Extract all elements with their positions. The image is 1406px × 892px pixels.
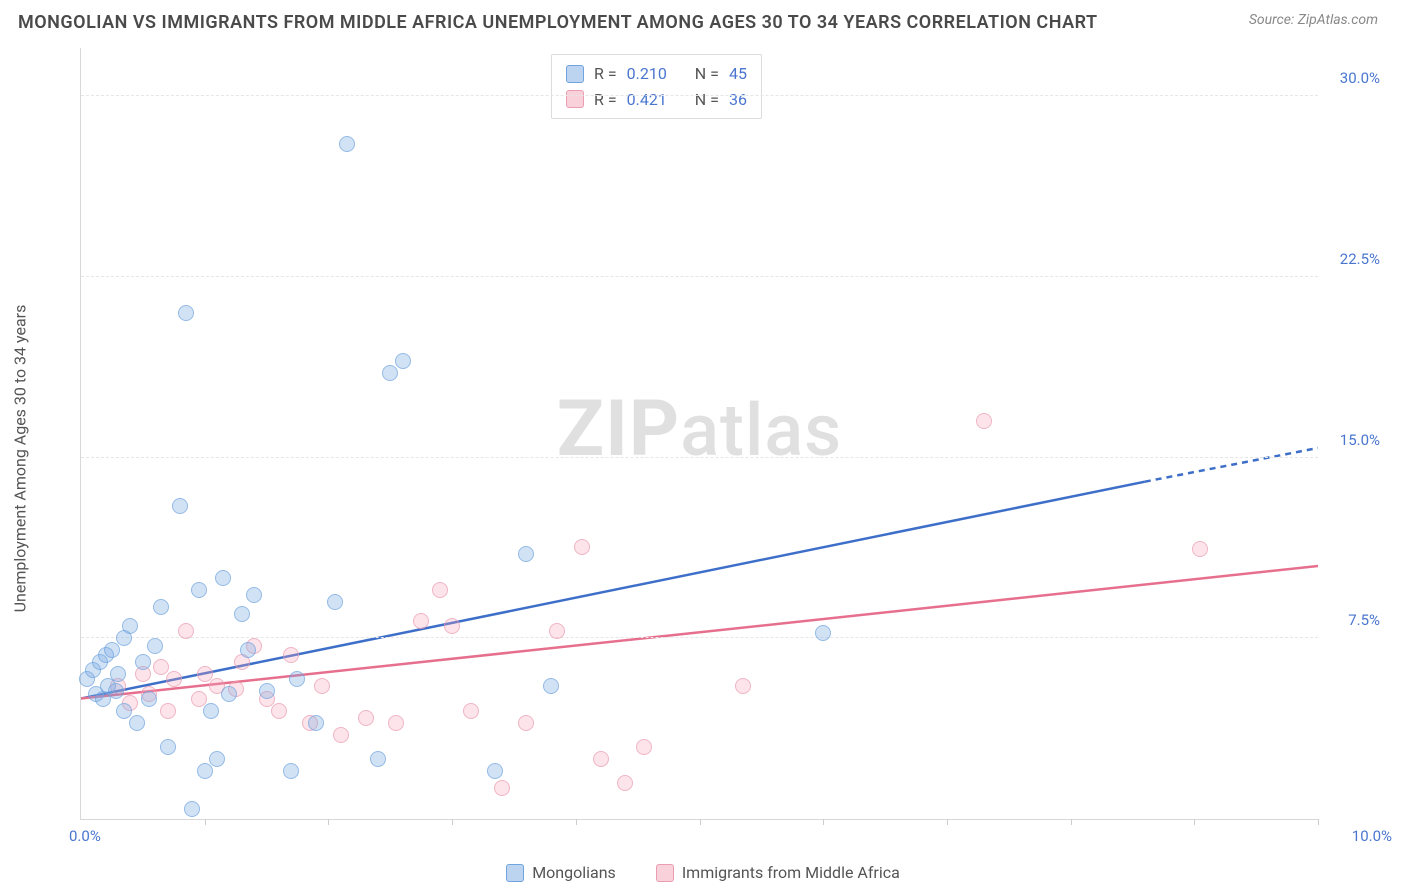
data-point bbox=[327, 594, 343, 610]
data-point bbox=[976, 413, 992, 429]
y-tick-label: 22.5% bbox=[1324, 250, 1380, 268]
data-point bbox=[122, 618, 138, 634]
data-point bbox=[215, 570, 231, 586]
data-point bbox=[197, 763, 213, 779]
data-point bbox=[395, 353, 411, 369]
data-point bbox=[135, 654, 151, 670]
chart-container: Unemployment Among Ages 30 to 34 years Z… bbox=[50, 48, 1388, 850]
data-point bbox=[574, 539, 590, 555]
x-tick-mark bbox=[1318, 819, 1319, 825]
data-point bbox=[518, 546, 534, 562]
data-point bbox=[463, 703, 479, 719]
data-point bbox=[191, 582, 207, 598]
data-point bbox=[518, 715, 534, 731]
data-point bbox=[314, 678, 330, 694]
plot-area: ZIPatlas R = 0.210 N = 45 R = 0.421 N = … bbox=[80, 48, 1318, 820]
data-point bbox=[735, 678, 751, 694]
data-point bbox=[370, 751, 386, 767]
x-tick-mark bbox=[328, 819, 329, 825]
gridline bbox=[81, 276, 1318, 277]
data-point bbox=[259, 683, 275, 699]
swatch-pink-icon bbox=[566, 90, 584, 108]
data-point bbox=[358, 710, 374, 726]
data-point bbox=[283, 763, 299, 779]
data-point bbox=[178, 623, 194, 639]
data-point bbox=[147, 638, 163, 654]
y-tick-label: 30.0% bbox=[1324, 69, 1380, 87]
data-point bbox=[129, 715, 145, 731]
data-point bbox=[160, 703, 176, 719]
data-point bbox=[388, 715, 404, 731]
data-point bbox=[432, 582, 448, 598]
data-point bbox=[636, 739, 652, 755]
x-tick-mark bbox=[823, 819, 824, 825]
legend-item-a: Mongolians bbox=[506, 863, 616, 882]
x-tick-mark bbox=[1194, 819, 1195, 825]
data-point bbox=[494, 780, 510, 796]
data-point bbox=[160, 739, 176, 755]
corr-row-b: R = 0.421 N = 36 bbox=[566, 87, 747, 113]
data-point bbox=[141, 691, 157, 707]
data-point bbox=[413, 613, 429, 629]
watermark: ZIPatlas bbox=[557, 383, 842, 474]
data-point bbox=[308, 715, 324, 731]
data-point bbox=[172, 498, 188, 514]
data-point bbox=[209, 751, 225, 767]
corr-row-a: R = 0.210 N = 45 bbox=[566, 61, 747, 87]
data-point bbox=[289, 671, 305, 687]
data-point bbox=[543, 678, 559, 694]
gridline bbox=[81, 95, 1318, 96]
x-tick-mark bbox=[947, 819, 948, 825]
data-point bbox=[110, 666, 126, 682]
data-point bbox=[593, 751, 609, 767]
data-point bbox=[153, 599, 169, 615]
data-point bbox=[333, 727, 349, 743]
footer-legend: Mongolians Immigrants from Middle Africa bbox=[0, 863, 1406, 882]
legend-label-a: Mongolians bbox=[532, 863, 616, 882]
data-point bbox=[184, 801, 200, 817]
x-tick-mark bbox=[1071, 819, 1072, 825]
data-point bbox=[444, 618, 460, 634]
y-axis-label: Unemployment Among Ages 30 to 34 years bbox=[11, 305, 30, 613]
x-end-label: 10.0% bbox=[1352, 827, 1392, 845]
data-point bbox=[234, 606, 250, 622]
x-tick-mark bbox=[576, 819, 577, 825]
data-point bbox=[203, 703, 219, 719]
swatch-pink-icon bbox=[656, 864, 674, 882]
x-tick-mark bbox=[452, 819, 453, 825]
data-point bbox=[1192, 541, 1208, 557]
source-label: Source: ZipAtlas.com bbox=[1249, 12, 1378, 28]
data-point bbox=[166, 671, 182, 687]
swatch-blue-icon bbox=[566, 65, 584, 83]
x-tick-mark bbox=[205, 819, 206, 825]
data-point bbox=[271, 703, 287, 719]
data-point bbox=[108, 683, 124, 699]
gridline bbox=[81, 457, 1318, 458]
correlation-box: R = 0.210 N = 45 R = 0.421 N = 36 bbox=[551, 54, 762, 119]
data-point bbox=[221, 686, 237, 702]
data-point bbox=[487, 763, 503, 779]
legend-item-b: Immigrants from Middle Africa bbox=[656, 863, 900, 882]
data-point bbox=[382, 365, 398, 381]
chart-title: MONGOLIAN VS IMMIGRANTS FROM MIDDLE AFRI… bbox=[18, 12, 1098, 33]
data-point bbox=[246, 587, 262, 603]
x-origin-label: 0.0% bbox=[69, 827, 101, 845]
legend-label-b: Immigrants from Middle Africa bbox=[682, 863, 900, 882]
data-point bbox=[339, 136, 355, 152]
data-point bbox=[178, 305, 194, 321]
y-tick-label: 15.0% bbox=[1324, 431, 1380, 449]
data-point bbox=[240, 642, 256, 658]
gridline bbox=[81, 637, 1318, 638]
data-point bbox=[549, 623, 565, 639]
x-tick-mark bbox=[700, 819, 701, 825]
swatch-blue-icon bbox=[506, 864, 524, 882]
y-tick-label: 7.5% bbox=[1324, 611, 1380, 629]
data-point bbox=[283, 647, 299, 663]
data-point bbox=[617, 775, 633, 791]
data-point bbox=[104, 642, 120, 658]
data-point bbox=[815, 625, 831, 641]
